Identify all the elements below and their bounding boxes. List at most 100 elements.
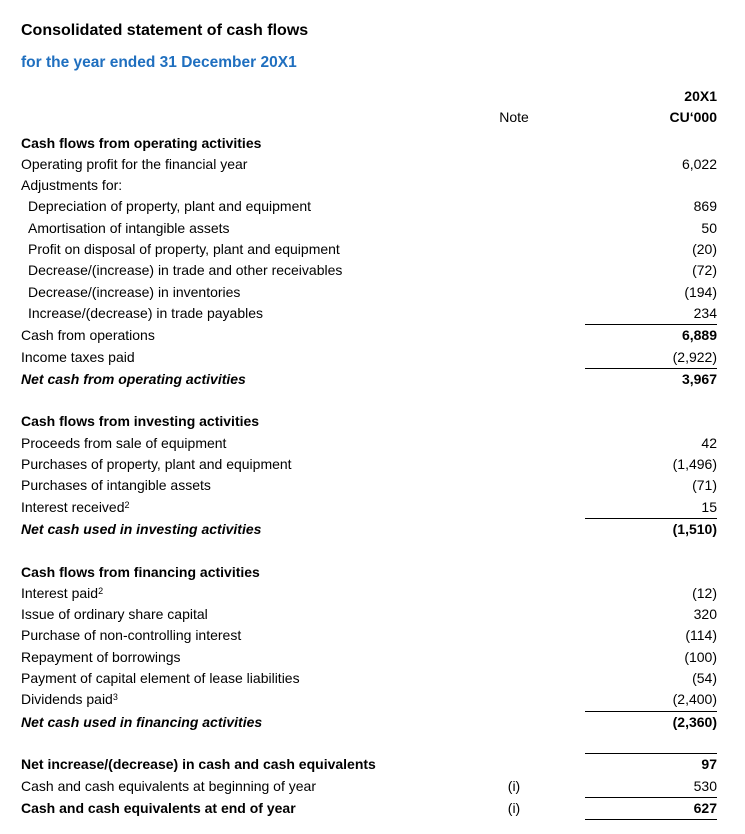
row-value xyxy=(585,390,717,411)
row-value: (2,400) xyxy=(585,689,717,712)
row-label: Operating profit for the financial year xyxy=(21,155,248,172)
row-note xyxy=(486,260,542,281)
statement-row: Purchase of non-controlling interest (114… xyxy=(21,625,717,646)
section-header-row: Cash flows from operating activities xyxy=(21,133,717,154)
statement-row: Depreciation of property, plant and equi… xyxy=(21,196,717,217)
column-header-year: 20X1 xyxy=(684,88,717,104)
spacer-row xyxy=(21,540,717,561)
column-header-spacer xyxy=(21,86,486,107)
row-label: Net cash used in investing activities xyxy=(21,520,262,537)
statement-row: Decrease/(increase) in inventories (194) xyxy=(21,282,717,303)
row-note xyxy=(486,282,542,303)
row-note xyxy=(486,133,542,154)
row-note xyxy=(486,303,542,325)
row-note xyxy=(486,325,542,346)
row-value: 6,022 xyxy=(681,155,717,172)
row-note xyxy=(486,562,542,583)
row-note xyxy=(486,433,542,454)
row-label: Adjustments for: xyxy=(21,177,123,194)
row-note xyxy=(486,754,542,775)
row-label: Increase/(decrease) in trade payables xyxy=(28,304,264,321)
row-value: (54) xyxy=(692,670,717,687)
row-label: Issue of ordinary share capital xyxy=(21,606,208,623)
row-note xyxy=(486,369,542,390)
row-label: Payment of capital element of lease liab… xyxy=(21,670,300,687)
row-value: 97 xyxy=(701,756,717,773)
row-value xyxy=(585,733,717,755)
section-title: Cash flows from investing activities xyxy=(21,413,260,430)
row-label: Dividends paid3 xyxy=(21,691,118,708)
row-value: (1,496) xyxy=(672,456,717,473)
section-title: Cash flows from financing activities xyxy=(21,563,260,580)
row-label: Net cash from operating activities xyxy=(21,370,246,387)
row-note: (i) xyxy=(507,777,521,794)
row-note xyxy=(486,239,542,260)
row-label xyxy=(21,390,486,411)
row-label: Repayment of borrowings xyxy=(21,648,181,665)
statement-row: Cash and cash equivalents at end of year… xyxy=(21,798,717,821)
statement-row: Net cash used in investing activities (1,… xyxy=(21,519,717,540)
row-label: Net cash used in financing activities xyxy=(21,713,263,730)
row-note xyxy=(486,625,542,646)
row-value: (12) xyxy=(692,584,717,601)
row-note xyxy=(486,196,542,217)
row-note xyxy=(486,733,542,754)
row-value: 50 xyxy=(701,219,717,236)
statement-row: Income taxes paid (2,922) xyxy=(21,347,717,369)
statement-row: Operating profit for the financial year 6… xyxy=(21,154,717,175)
statement-body: Cash flows from operating activities Oper… xyxy=(21,133,717,821)
statement-row: Cash and cash equivalents at beginning o… xyxy=(21,776,717,798)
row-note xyxy=(486,668,542,689)
document-title: Consolidated statement of cash flows xyxy=(21,22,309,39)
row-value: (71) xyxy=(692,477,717,494)
column-header-note: Note xyxy=(499,109,529,126)
statement-row: Payment of capital element of lease liab… xyxy=(21,668,717,689)
statement-row: Increase/(decrease) in trade payables 234 xyxy=(21,303,717,326)
statement-row: Issue of ordinary share capital 320 xyxy=(21,604,717,625)
row-label: Net increase/(decrease) in cash and cash… xyxy=(21,756,376,773)
row-note xyxy=(486,712,542,733)
row-label: Cash and cash equivalents at end of year xyxy=(21,799,296,816)
row-note xyxy=(486,604,542,625)
row-label: Interest paid2 xyxy=(21,584,104,601)
row-value: (2,922) xyxy=(585,347,717,369)
statement-row: Profit on disposal of property, plant an… xyxy=(21,239,717,260)
column-header-row-year: 20X1 xyxy=(21,86,717,107)
column-header-row-labels: Note CU‘000 xyxy=(21,107,717,128)
row-value xyxy=(585,562,717,583)
row-label: Depreciation of property, plant and equi… xyxy=(28,198,312,215)
row-value: (72) xyxy=(692,262,717,279)
footnote-marker: 2 xyxy=(124,499,130,510)
row-label: Decrease/(increase) in inventories xyxy=(28,283,241,300)
statement-row: Cash from operations 6,889 xyxy=(21,325,717,346)
row-label xyxy=(21,733,486,754)
spacer-row xyxy=(21,390,717,411)
statement-row: Interest received2 15 xyxy=(21,497,717,519)
row-label: Purchases of intangible assets xyxy=(21,477,211,494)
row-note xyxy=(486,454,542,475)
section-header-row: Cash flows from financing activities xyxy=(21,562,717,583)
row-note xyxy=(486,175,542,196)
section-header-row: Cash flows from investing activities xyxy=(21,411,717,432)
row-label xyxy=(21,540,486,561)
row-value: (114) xyxy=(685,627,717,644)
row-value: 869 xyxy=(693,198,717,215)
row-value xyxy=(585,540,717,561)
row-note xyxy=(486,390,542,411)
footnote-marker: 3 xyxy=(112,692,118,703)
row-label: Amortisation of intangible assets xyxy=(28,219,230,236)
statement-row: Purchases of intangible assets (71) xyxy=(21,475,717,496)
row-value: (194) xyxy=(684,283,717,300)
row-value: 234 xyxy=(585,303,717,326)
row-note xyxy=(486,540,542,561)
row-value xyxy=(585,411,717,432)
row-value: 627 xyxy=(585,798,717,821)
row-note: (i) xyxy=(507,799,521,816)
row-note xyxy=(486,689,542,711)
row-note xyxy=(486,218,542,239)
row-label: Proceeds from sale of equipment xyxy=(21,434,227,451)
row-value: (100) xyxy=(684,648,717,665)
row-label: Interest received2 xyxy=(21,498,130,515)
row-label: Cash from operations xyxy=(21,327,155,344)
